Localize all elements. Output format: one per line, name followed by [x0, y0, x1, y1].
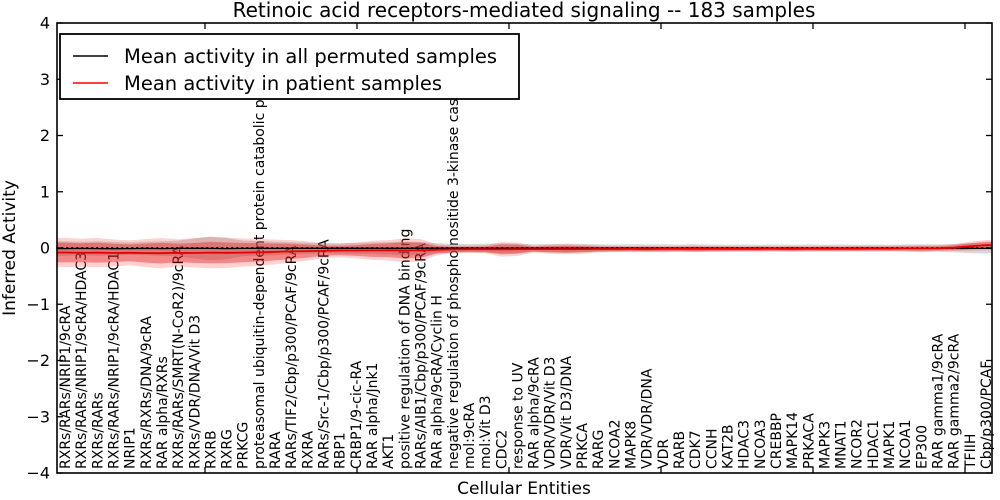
x-tick-label: CRBP1/9-cic-RA	[349, 360, 365, 469]
x-tick-label: RXRs/RARs/NRIP1/9cRA/HDAC3	[74, 252, 90, 469]
x-tick-label: MAPK8	[624, 421, 640, 469]
x-tick-label: VDR	[656, 439, 672, 469]
axes	[56, 22, 993, 474]
x-tick-label: RARs/Src-1/Cbp/p300/PCAF/9cRA	[317, 239, 333, 469]
legend-label-permuted: Mean activity in all permuted samples	[124, 45, 497, 68]
x-tick-label: RAR alpha/9cRA/Cyclin H	[430, 295, 446, 469]
x-tick-label: mol:Vit D3	[478, 395, 494, 469]
legend-box	[59, 33, 520, 100]
x-tick-label: negative regulation of phosphoinositide …	[446, 91, 462, 469]
x-tick-label: NRIP1	[123, 427, 139, 469]
y-tick-label: 2	[40, 126, 50, 145]
x-tick-label: positive regulation of DNA binding	[397, 229, 413, 469]
y-tick-label: −2	[26, 351, 50, 370]
x-tick-label: RARA	[268, 431, 284, 469]
x-tick-label: RBP1	[333, 432, 349, 469]
y-tick-label: 4	[40, 14, 50, 33]
x-tick-label: RAR gamma1/9cRA	[931, 333, 947, 469]
x-tick-label: NCOA2	[607, 419, 623, 469]
x-tick-label: response to UV	[510, 362, 526, 469]
x-tick-label: MAPK3	[817, 421, 833, 469]
x-tick-label: NCOA1	[898, 419, 914, 469]
x-tick-label: PRKACA	[801, 413, 817, 469]
y-tick-label: −1	[26, 295, 50, 314]
x-tick-label: RARs/AIB1/Cbp/p300/PCAF/9cRA	[413, 243, 429, 469]
x-tick-label: MNAT1	[834, 420, 850, 469]
x-tick-label: VDR/VDR/DNA	[640, 368, 656, 469]
x-tick-label: NCOR2	[850, 419, 866, 469]
x-axis-label: Cellular Entities	[457, 479, 591, 499]
mean-lines	[56, 244, 993, 255]
x-tick-label: VDR/Vit D3/DNA	[559, 355, 575, 469]
patient-band-inner	[57, 241, 992, 264]
x-tick-label: HDAC1	[866, 420, 882, 469]
x-tick-label: proteasomal ubiquitin-dependent protein …	[252, 93, 268, 469]
x-tick-label: VDR/VDR/Vit D3	[543, 357, 559, 469]
x-tick-label: RARG	[591, 430, 607, 469]
x-tick-label: RXRs/RXRs/DNA/9cRA	[139, 316, 155, 469]
x-tick-label: RXRA	[300, 431, 316, 469]
x-tick-labels: RXRs/RARs/NRIP1/9cRA RXRs/RARs/NRIP1/9cRA…	[58, 91, 995, 470]
y-tick-label: 3	[40, 70, 50, 89]
y-tick-labels: 4 3 2 1 0 −1 −2 −3 −4	[26, 14, 50, 483]
x-tick-label: CREBBP	[769, 413, 785, 469]
x-tick-label: PRKCA	[575, 423, 591, 469]
x-tick-label: AKT1	[381, 434, 397, 469]
x-tick-label: RXRs/RARs/NRIP1/9cRA/HDAC1	[106, 252, 122, 469]
x-tick-label: PRKCG	[236, 422, 252, 469]
x-tick-label: RAR alpha/RXRs	[155, 356, 171, 469]
x-tick-label: MAPK14	[785, 412, 801, 469]
x-tick-label: mol:9cRA	[462, 402, 478, 469]
x-tick-label: KAT2B	[720, 425, 736, 470]
chart-title: Retinoic acid receptors-mediated signali…	[233, 0, 816, 22]
legend-label-patient: Mean activity in patient samples	[124, 72, 442, 95]
x-tick-label: CDC2	[494, 430, 510, 469]
x-tick-label: RAR gamma2/9cRA	[947, 333, 963, 469]
y-tick-label: 0	[40, 239, 50, 258]
patient-band-outer	[57, 236, 992, 269]
x-tick-label: RAR alpha/9cRA	[527, 357, 543, 469]
y-tick-label: −4	[26, 464, 50, 483]
x-tick-label: RXRG	[220, 429, 236, 469]
y-tick-label: 1	[40, 182, 50, 201]
x-tick-label: NCOA3	[753, 419, 769, 469]
x-tick-label: RAR alpha/Jnk1	[365, 363, 381, 469]
x-tick-label: RXRs/VDR/DNA/Vit D3	[187, 315, 203, 469]
x-tick-label: TFIIH	[963, 434, 979, 470]
x-tick-label: RXRs/RARs/SMRT(N-CoR2)/9cRA	[171, 245, 187, 469]
x-tick-label: RXRs/RARs	[90, 392, 106, 469]
x-tick-label: RARB	[672, 431, 688, 469]
x-tick-label: CCNH	[704, 428, 720, 469]
y-axis-label: Inferred Activity	[0, 180, 20, 316]
legend: Mean activity in all permuted samples Me…	[59, 33, 520, 100]
patient-mean-line	[57, 244, 992, 255]
y-tick-label: −3	[26, 407, 50, 426]
x-tick-label: EP300	[914, 425, 930, 469]
x-tick-label: RXRs/RARs/NRIP1/9cRA	[58, 305, 74, 469]
x-tick-label: CDK7	[688, 430, 704, 469]
x-tick-label: RARs/TIF2/Cbp/p300/PCAF/9cRA	[284, 245, 300, 469]
x-tick-label: RXRB	[203, 430, 219, 469]
x-tick-label: HDAC3	[737, 420, 753, 469]
x-tick-label: MAPK1	[882, 421, 898, 469]
x-tick-label: Cbp/p300/PCAF	[979, 361, 995, 469]
